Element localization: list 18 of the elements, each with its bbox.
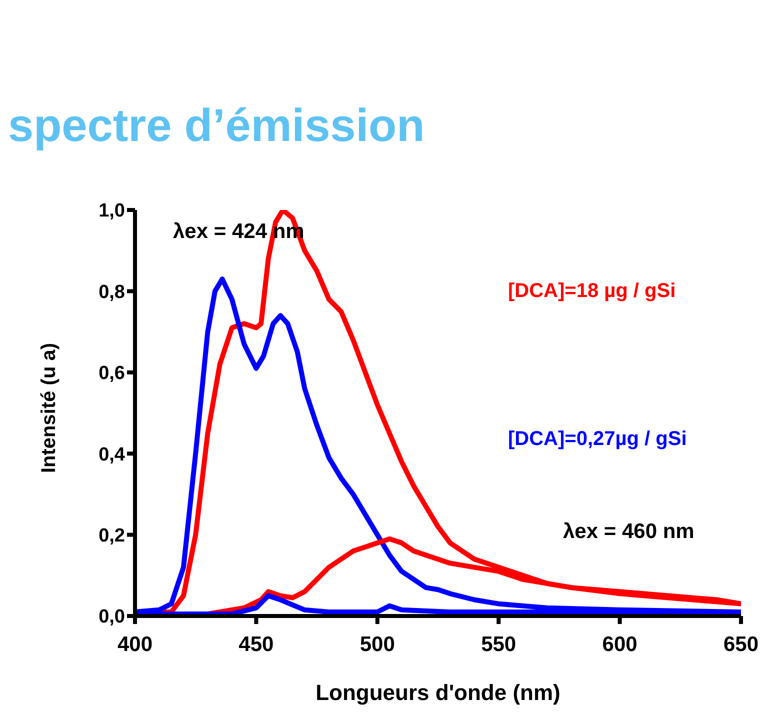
x-axis-title: Longueurs d'onde (nm) [316,680,560,705]
annotation: λex = 460 nm [563,520,694,544]
x-tick-label: 650 [723,632,759,656]
y-tick-label: 0,8 [98,282,125,303]
y-axis-title: Intensité (u a) [38,342,60,473]
x-tick-label: 600 [602,632,638,656]
text: [DCA]=18 µg / gSi [508,280,676,303]
x-tick-label: 400 [117,632,153,656]
chart-title: spectre d’émission [8,98,425,152]
x-tick-label: 550 [481,632,516,656]
text: [DCA]=0,27µg / gSi [508,428,687,451]
y-tick-label: 0,6 [98,363,125,384]
y-tick-label: 1,0 [98,200,125,222]
x-tick-label: 450 [238,632,274,656]
y-tick-label: 0,4 [98,444,126,466]
x-tick-label: 500 [360,632,395,656]
y-tick-label: 0,0 [98,606,125,628]
y-tick-label: 0,2 [98,526,125,547]
